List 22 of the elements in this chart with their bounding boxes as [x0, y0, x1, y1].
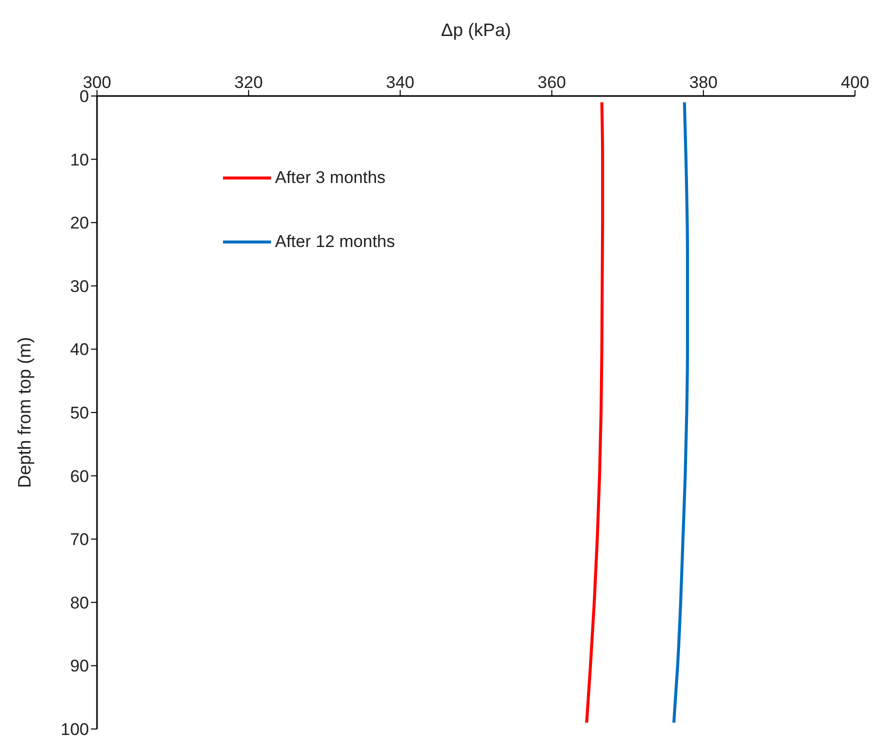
legend-label: After 3 months [275, 168, 386, 188]
y-tick-label: 60 [70, 466, 89, 486]
legend-label: After 12 months [275, 232, 396, 252]
x-tick-label: 360 [538, 73, 566, 92]
y-tick-label: 50 [70, 404, 89, 423]
y-tick-label: 100 [60, 720, 89, 740]
x-axis-title: Δp (kPa) [440, 20, 512, 40]
y-tick-label: 10 [70, 150, 89, 170]
line-series [585, 100, 604, 724]
y-tick-label: 20 [70, 214, 89, 233]
y-tick-label: 70 [70, 530, 89, 550]
x-tick-label: 400 [840, 73, 870, 92]
y-tick-label: 90 [70, 656, 89, 676]
y-tick-label: 80 [70, 593, 89, 612]
y-tick-label: 40 [70, 340, 89, 360]
x-tick-label: 380 [689, 73, 718, 92]
y-axis-title: Depth from top (m) [14, 336, 34, 488]
x-tick-label: 340 [386, 73, 414, 92]
y-tick-label: 0 [80, 87, 89, 106]
line-series [672, 100, 689, 724]
x-tick-label: 320 [234, 73, 263, 92]
y-tick-label: 30 [70, 276, 89, 296]
